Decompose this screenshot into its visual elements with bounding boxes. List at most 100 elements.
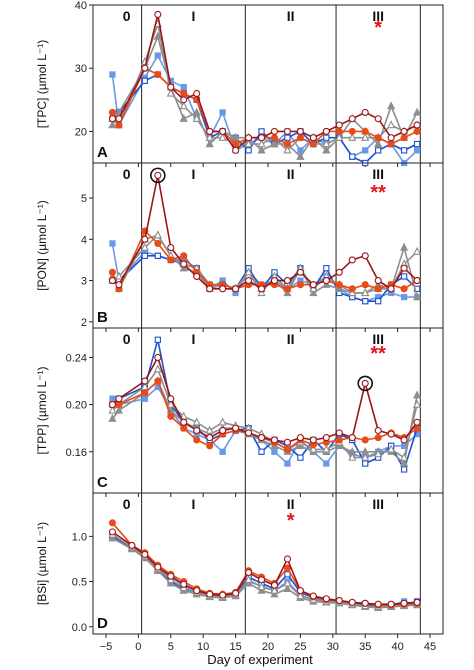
y-tick-label: 0.0: [72, 622, 87, 634]
data-point: [348, 256, 356, 264]
phase-label: III: [372, 8, 384, 24]
data-point: [283, 288, 292, 297]
x-axis-label: Day of experiment: [207, 652, 313, 667]
data-point: [154, 353, 162, 362]
data-point: [141, 377, 149, 385]
data-point: [374, 434, 382, 442]
data-point: [348, 285, 356, 293]
data-point: [309, 288, 318, 297]
data-point: [309, 134, 317, 142]
data-point: [361, 127, 369, 135]
phase-label: II: [287, 166, 295, 182]
series-M1: [109, 383, 421, 467]
data-point: [180, 580, 188, 588]
phase-label: 0: [123, 331, 131, 347]
data-point: [387, 600, 395, 608]
phase-label: 0: [123, 8, 131, 24]
data-point: [108, 120, 117, 129]
series-M3: [108, 376, 422, 467]
panel-letter: D: [97, 615, 108, 632]
y-tick-label: 3: [81, 276, 87, 288]
data-point: [387, 120, 396, 129]
data-point: [375, 298, 382, 305]
data-point: [335, 284, 344, 292]
data-point: [141, 395, 149, 402]
data-point: [387, 134, 395, 142]
data-point: [413, 127, 421, 135]
data-point: [219, 109, 226, 116]
data-point: [374, 600, 382, 608]
data-point: [153, 364, 162, 373]
data-point: [283, 438, 291, 446]
data-point: [219, 448, 226, 455]
series-line: [112, 255, 418, 303]
data-point: [206, 285, 214, 293]
data-point: [179, 263, 188, 272]
series-line: [111, 243, 418, 303]
data-point: [296, 587, 304, 595]
data-point: [412, 390, 422, 399]
data-point: [322, 595, 330, 603]
data-point: [322, 145, 331, 154]
data-point: [349, 153, 356, 160]
data-point: [154, 171, 162, 179]
data-point: [193, 436, 201, 444]
data-point: [153, 230, 162, 239]
data-point: [361, 379, 369, 387]
series-M4: [108, 529, 422, 611]
series-M6: [108, 528, 421, 608]
data-point: [154, 239, 162, 247]
data-point: [270, 277, 279, 285]
data-point: [257, 134, 266, 142]
data-point: [348, 115, 356, 123]
y-axis-label: [TPC] (µmol L⁻¹): [35, 40, 49, 129]
data-point: [108, 108, 116, 116]
data-point: [115, 401, 123, 409]
data-point: [400, 264, 408, 272]
data-point: [167, 83, 175, 91]
data-point: [374, 285, 382, 293]
data-point: [166, 88, 175, 97]
data-point: [219, 591, 227, 599]
data-point: [205, 425, 214, 434]
data-point: [335, 268, 343, 276]
series-M6: [108, 10, 421, 154]
data-point: [374, 134, 382, 142]
data-point: [245, 147, 252, 154]
phase-label: I: [192, 8, 196, 24]
data-point: [193, 89, 201, 98]
data-point: [180, 260, 188, 268]
data-point: [232, 285, 240, 293]
data-point: [166, 399, 175, 408]
data-point: [232, 424, 240, 432]
data-point: [348, 434, 356, 442]
data-point: [283, 140, 291, 148]
data-point: [413, 277, 421, 285]
data-point: [400, 466, 408, 473]
data-point: [232, 146, 240, 154]
data-point: [257, 576, 266, 584]
data-point: [361, 288, 370, 297]
data-point: [245, 277, 253, 285]
data-point: [322, 279, 331, 288]
series-line: [111, 23, 418, 152]
data-point: [257, 139, 266, 148]
panel-letter: B: [97, 309, 108, 326]
data-point: [180, 252, 188, 260]
data-point: [141, 235, 149, 243]
y-tick-label: 0.24: [66, 352, 87, 364]
data-point: [108, 519, 116, 527]
data-point: [283, 277, 291, 285]
significance-marker: *: [374, 17, 382, 39]
data-point: [206, 442, 214, 450]
data-point: [193, 272, 201, 280]
data-point: [283, 445, 291, 453]
y-tick-label: 5: [81, 193, 87, 205]
y-axis-label: [PON] (µmol L⁻¹): [35, 200, 49, 291]
data-point: [154, 70, 162, 79]
x-tick-label: 40: [392, 641, 404, 653]
panel-letter: C: [97, 474, 108, 491]
